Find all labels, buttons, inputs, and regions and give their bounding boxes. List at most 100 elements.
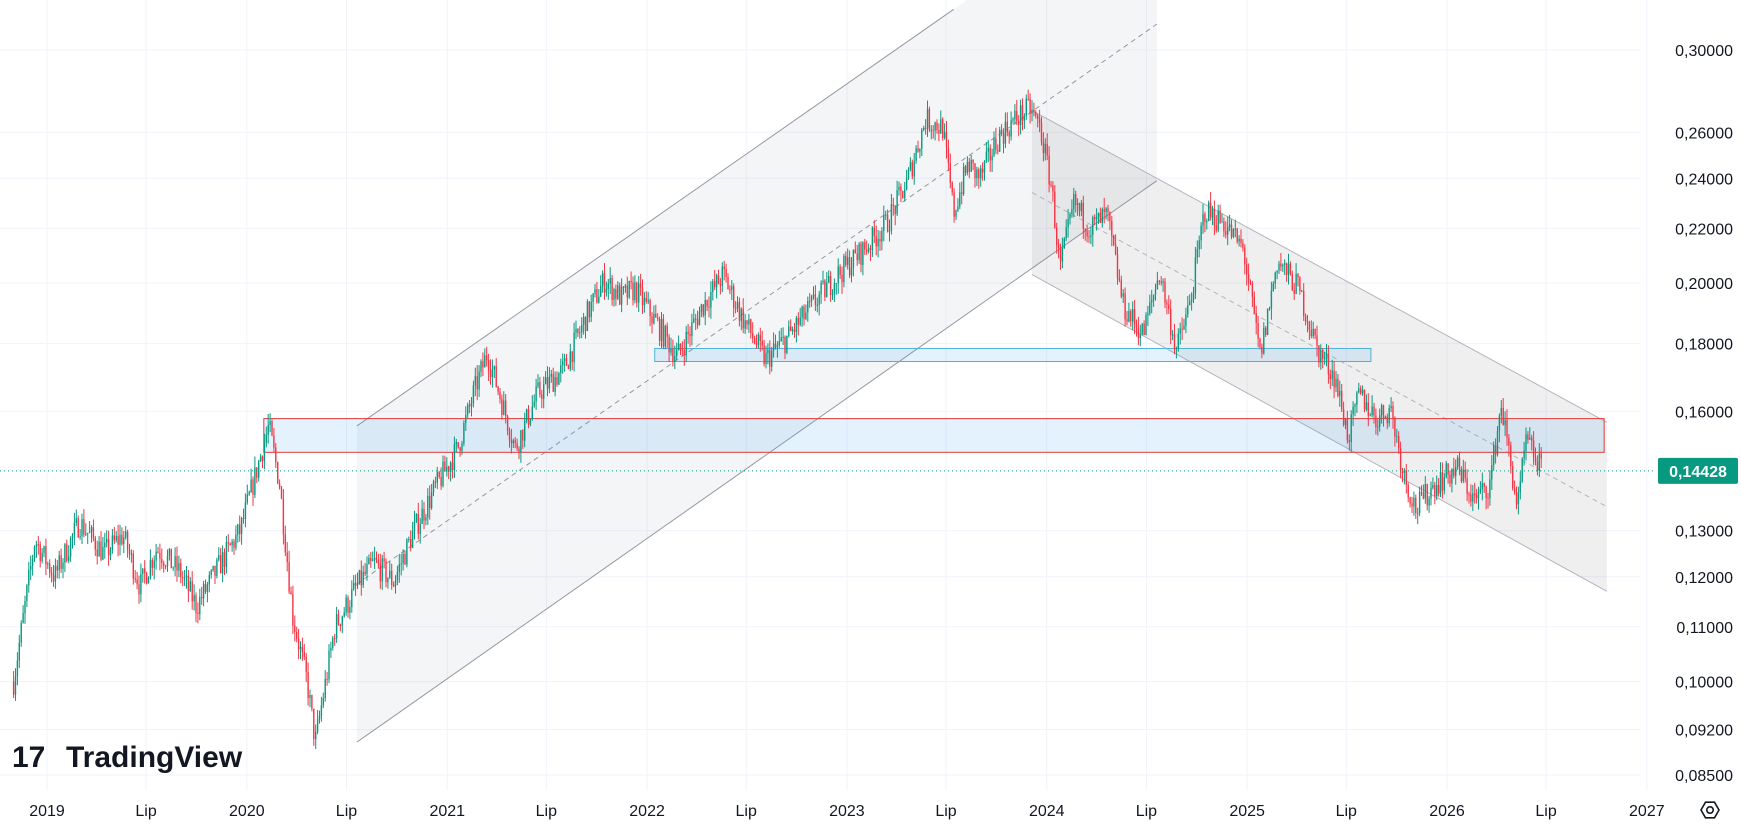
candle-body [848, 257, 851, 276]
candle-body [1061, 248, 1064, 262]
candle-body [457, 442, 459, 448]
price-tick-label: 0,16000 [1675, 404, 1733, 421]
candle-body [824, 280, 826, 298]
candle-body [174, 556, 176, 568]
candle-body [267, 425, 269, 435]
candle-body [1483, 483, 1485, 487]
candle-body [991, 155, 993, 161]
candle-body [1025, 98, 1028, 116]
candle-body [904, 189, 906, 199]
candle-body [1411, 503, 1413, 507]
candle-body [1240, 238, 1242, 244]
candle-body [584, 316, 587, 331]
candle-body [1323, 358, 1326, 360]
candle-body [132, 553, 135, 579]
candle-body [1149, 302, 1151, 314]
candle-body [459, 447, 461, 451]
candle-body [115, 535, 117, 541]
candle-body [379, 563, 382, 582]
candle-body [696, 319, 699, 326]
candle-body [153, 560, 155, 568]
time-axis[interactable]: 2019 Lip 2020 Lip 2021 Lip 2022 Lip 2023 Lip 2024 L… [29, 803, 1665, 820]
price-tick-label: 0,12000 [1675, 570, 1733, 587]
candle-body [117, 535, 119, 545]
candle-body [1105, 208, 1107, 212]
candle-body [1270, 290, 1273, 309]
candle-body [123, 537, 125, 545]
candle-body [1401, 470, 1404, 474]
candle-body [541, 394, 543, 399]
candle-body [463, 422, 465, 444]
candle-body [645, 298, 648, 302]
candle-body [869, 248, 872, 250]
candle-body [514, 440, 516, 444]
candle-body [231, 541, 233, 546]
candle-body [875, 236, 877, 247]
candle-body [1230, 224, 1233, 237]
candle-body [1177, 333, 1180, 349]
candle-body [734, 307, 737, 309]
candle-body [970, 160, 972, 172]
candle-body [161, 559, 163, 564]
candle-body [1297, 274, 1299, 278]
candle-body [871, 227, 874, 250]
candle-body [356, 583, 359, 586]
candle-body [1101, 209, 1104, 223]
candle-body [1407, 484, 1409, 498]
candle-body [220, 555, 222, 574]
candle-body [603, 273, 606, 293]
settings-icon[interactable] [1700, 801, 1720, 819]
candle-body [56, 565, 59, 571]
candle-body [1371, 406, 1373, 416]
candle-body [755, 343, 758, 346]
candle-body [358, 570, 361, 584]
candle-body [1356, 392, 1358, 405]
candle-body [258, 461, 260, 478]
candle-body [159, 552, 161, 560]
candle-body [299, 646, 302, 650]
candle-body [558, 373, 560, 385]
candle-body [104, 542, 106, 548]
candle-body [1306, 321, 1309, 323]
candle-body [408, 539, 410, 541]
candle-body [1536, 461, 1539, 471]
candle-body [126, 531, 129, 551]
candle-body [1276, 270, 1278, 273]
candle-body [643, 298, 646, 306]
candle-body [850, 267, 853, 276]
candle-body [672, 348, 674, 362]
candle-body [962, 166, 965, 194]
candle-body [1065, 227, 1067, 239]
candle-body [1409, 497, 1411, 504]
candle-body [495, 366, 497, 387]
candle-body [1344, 419, 1347, 425]
candle-body [1185, 314, 1187, 326]
chart-drawings[interactable] [263, 0, 1608, 743]
candle-body [556, 377, 558, 385]
candle-body [351, 589, 353, 608]
tradingview-logo[interactable]: 17 TradingView [12, 741, 243, 774]
candle-body [320, 705, 323, 716]
price-axis[interactable]: 0,30000 0,26000 0,24000 0,22000 0,20000 0,180… [1675, 43, 1733, 785]
candle-body [1373, 406, 1375, 416]
time-tick-label: 2019 [29, 803, 65, 820]
candle-body [512, 440, 515, 444]
candle-body [1521, 458, 1523, 482]
candle-body [966, 161, 969, 173]
candle-body [1489, 479, 1491, 499]
candlestick-series [12, 89, 1542, 750]
candle-body [1303, 290, 1305, 317]
candle-body [1057, 244, 1060, 248]
candle-body [400, 563, 402, 565]
candle-body [1493, 445, 1495, 466]
candle-body [189, 581, 192, 592]
candle-body [383, 558, 385, 562]
candle-body [221, 552, 224, 574]
candle-body [1181, 328, 1183, 330]
candle-body [1204, 214, 1206, 222]
resistance-zone [263, 418, 1605, 453]
candle-body [841, 274, 843, 283]
candle-body [1329, 374, 1332, 380]
candle-body [510, 439, 513, 444]
